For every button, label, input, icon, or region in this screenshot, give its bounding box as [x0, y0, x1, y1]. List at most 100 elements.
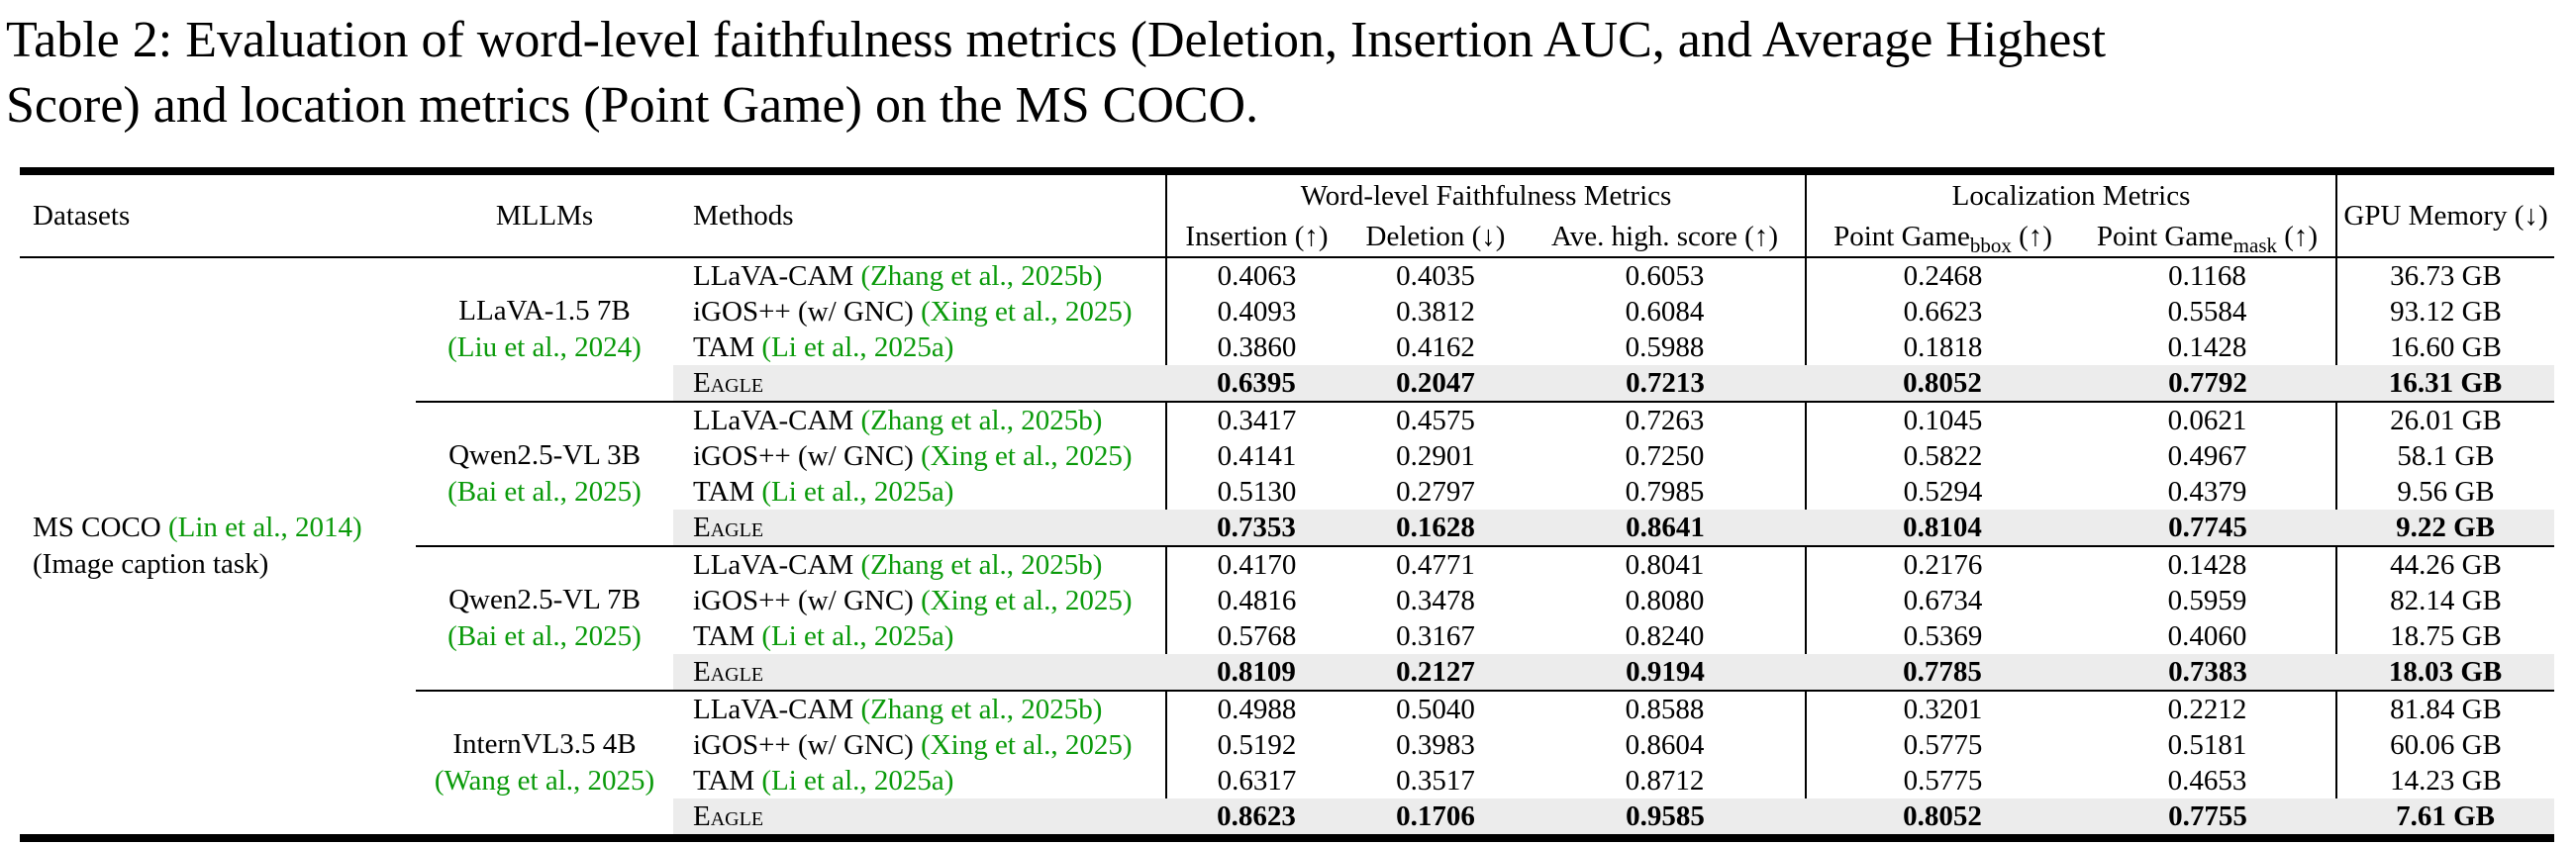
point-game-bbox-arrow: (↑) — [2011, 220, 2052, 252]
point-game-bbox-value: 0.5822 — [1805, 438, 2079, 475]
col-header-gpu-memory: GPU Memory (↓) — [2335, 171, 2555, 258]
mllm-citation-link[interactable]: (Wang et al., 2025) — [434, 765, 655, 798]
avg-high-score-value: 0.7213 — [1525, 365, 1806, 403]
method-cell: TAM (Li et al., 2025a) — [673, 329, 1166, 365]
point-game-mask-value: 0.5181 — [2167, 728, 2247, 761]
insertion-value: 0.5768 — [1165, 618, 1346, 655]
point-game-bbox-value: 0.7785 — [1806, 654, 2079, 692]
gpu-memory-value: 14.23 GB — [2335, 763, 2555, 799]
gpu-memory-value: 44.26 GB — [2335, 545, 2555, 584]
point-game-bbox-value: 0.2468 — [1805, 256, 2079, 295]
point-game-mask-value: 0.7755 — [2079, 798, 2337, 839]
insertion-value: 0.6395 — [1166, 365, 1346, 403]
point-game-mask-value: 0.4060 — [2167, 619, 2247, 652]
method-cell: Eagle — [673, 365, 1166, 403]
method-cell: Eagle — [673, 798, 1166, 839]
table-header: Datasets MLLMs Methods Word-level Faithf… — [20, 171, 2555, 258]
insertion-value: 0.6317 — [1165, 763, 1346, 799]
avg-high-score-value: 0.6084 — [1625, 295, 1705, 328]
method-citation-link[interactable]: (Li et al., 2025a) — [761, 764, 954, 797]
gpu-memory-value: 18.75 GB — [2335, 618, 2555, 655]
insertion-value: 0.8109 — [1166, 654, 1346, 692]
deletion-value: 0.3983 — [1396, 728, 1475, 761]
dataset-cell: MS COCO (Lin et al., 2014) (Image caption… — [20, 256, 416, 839]
avg-high-score-value: 0.8641 — [1525, 510, 1806, 547]
method-cell: LLaVA-CAM (Zhang et al., 2025b) — [673, 545, 1166, 584]
dataset-name: MS COCO — [33, 512, 168, 544]
mllm-citation-link[interactable]: (Bai et al., 2025) — [447, 476, 642, 509]
method-name: TAM — [693, 330, 762, 363]
gpu-memory-value: 60.06 GB — [2335, 727, 2555, 764]
insertion-value: 0.3417 — [1165, 401, 1346, 439]
insertion-value: 0.5130 — [1165, 474, 1346, 511]
method-name: TAM — [693, 475, 762, 508]
deletion-value: 0.2047 — [1346, 365, 1525, 403]
point-game-mask-value: 0.7383 — [2079, 654, 2337, 692]
point-game-bbox-subscript: bbox — [1969, 233, 2012, 257]
gpu-memory-value: 18.03 GB — [2336, 654, 2555, 692]
table-row-eagle: Eagle 0.8109 0.2127 0.9194 0.7785 0.7383 18.03… — [20, 654, 2555, 692]
point-game-mask-value: 0.4379 — [2167, 475, 2247, 508]
table-row: iGOS++ (w/ GNC) (Xing et al., 2025) 0.519… — [20, 727, 2555, 764]
method-name: LLaVA-CAM — [693, 259, 861, 292]
avg-high-score-value: 0.7250 — [1625, 439, 1705, 472]
col-header-deletion: Deletion (↓) — [1365, 220, 1506, 252]
insertion-value: 0.4093 — [1165, 294, 1346, 330]
col-header-point-game-bbox: Point Gamebbox (↑) — [1805, 217, 2079, 258]
insertion-value: 0.3860 — [1165, 329, 1346, 366]
table-caption-line-2: Score) and location metrics (Point Game)… — [6, 76, 1259, 134]
method-citation-link[interactable]: (Zhang et al., 2025b) — [860, 404, 1103, 436]
method-citation-link[interactable]: (Zhang et al., 2025b) — [860, 259, 1103, 292]
method-name: iGOS++ (w/ GNC) — [693, 584, 922, 616]
point-game-mask-value: 0.1428 — [2167, 330, 2247, 363]
point-game-bbox-label: Point Game — [1833, 220, 1970, 252]
insertion-value: 0.8623 — [1166, 798, 1346, 839]
point-game-bbox-value: 0.6734 — [1805, 583, 2079, 619]
method-citation-link[interactable]: (Xing et al., 2025) — [921, 439, 1133, 472]
method-citation-link[interactable]: (Li et al., 2025a) — [761, 330, 954, 363]
deletion-value: 0.2127 — [1346, 654, 1525, 692]
insertion-value: 0.4063 — [1165, 256, 1346, 295]
method-cell: iGOS++ (w/ GNC) (Xing et al., 2025) — [673, 294, 1166, 329]
avg-high-score-value: 0.8240 — [1625, 619, 1705, 652]
point-game-mask-value: 0.4967 — [2167, 439, 2247, 472]
method-citation-link[interactable]: (Li et al., 2025a) — [761, 619, 954, 652]
point-game-bbox-value: 0.6623 — [1805, 294, 2079, 330]
insertion-value: 0.4816 — [1165, 583, 1346, 619]
table-row: TAM (Li et al., 2025a) 0.5130 0.2797 0.7985… — [20, 474, 2555, 511]
method-citation-link[interactable]: (Li et al., 2025a) — [761, 475, 954, 508]
mllm-cell: LLaVA-1.5 7B (Liu et al., 2024) — [416, 256, 673, 403]
dataset-task-line: (Image caption task) — [33, 546, 416, 583]
table-row: Qwen2.5-VL 7B (Bai et al., 2025) LLaVA-CAM… — [20, 545, 2555, 692]
point-game-mask-value: 0.4653 — [2167, 764, 2247, 797]
gpu-memory-value: 9.56 GB — [2335, 474, 2555, 511]
deletion-value: 0.4162 — [1396, 330, 1475, 363]
mllm-citation-link[interactable]: (Bai et al., 2025) — [447, 620, 642, 653]
gpu-memory-value: 82.14 GB — [2335, 583, 2555, 619]
method-citation-link[interactable]: (Xing et al., 2025) — [921, 728, 1133, 761]
col-header-avg-high-score: Ave. high. score (↑) — [1551, 220, 1778, 252]
col-header-methods: Methods — [693, 199, 794, 232]
dataset-citation-link[interactable]: (Lin et al., 2014) — [168, 512, 362, 544]
method-citation-link[interactable]: (Xing et al., 2025) — [921, 295, 1133, 328]
table-row: MS COCO (Lin et al., 2014) (Image caption… — [20, 256, 2555, 839]
table-row: TAM (Li et al., 2025a) 0.3860 0.4162 0.5988… — [20, 329, 2555, 366]
method-name: Eagle — [693, 799, 764, 832]
method-citation-link[interactable]: (Zhang et al., 2025b) — [860, 548, 1103, 581]
method-citation-link[interactable]: (Xing et al., 2025) — [921, 584, 1133, 616]
point-game-bbox-value: 0.1045 — [1805, 401, 2079, 439]
method-citation-link[interactable]: (Zhang et al., 2025b) — [860, 693, 1103, 725]
method-cell: TAM (Li et al., 2025a) — [673, 763, 1166, 798]
method-name: LLaVA-CAM — [693, 693, 861, 725]
point-game-mask-value: 0.1428 — [2079, 545, 2337, 584]
mllm-cell: Qwen2.5-VL 3B (Bai et al., 2025) — [416, 401, 673, 547]
insertion-value: 0.7353 — [1166, 510, 1346, 547]
mllm-citation-link[interactable]: (Liu et al., 2024) — [447, 331, 642, 364]
deletion-value: 0.4771 — [1346, 545, 1525, 584]
method-cell: TAM (Li et al., 2025a) — [673, 474, 1166, 510]
table-row: iGOS++ (w/ GNC) (Xing et al., 2025) 0.409… — [20, 294, 2555, 330]
table-row-eagle: Eagle 0.8623 0.1706 0.9585 0.8052 0.7755 7.61 … — [20, 798, 2555, 839]
deletion-value: 0.4035 — [1346, 256, 1525, 295]
table-row: iGOS++ (w/ GNC) (Xing et al., 2025) 0.481… — [20, 583, 2555, 619]
method-cell: Eagle — [673, 510, 1166, 547]
